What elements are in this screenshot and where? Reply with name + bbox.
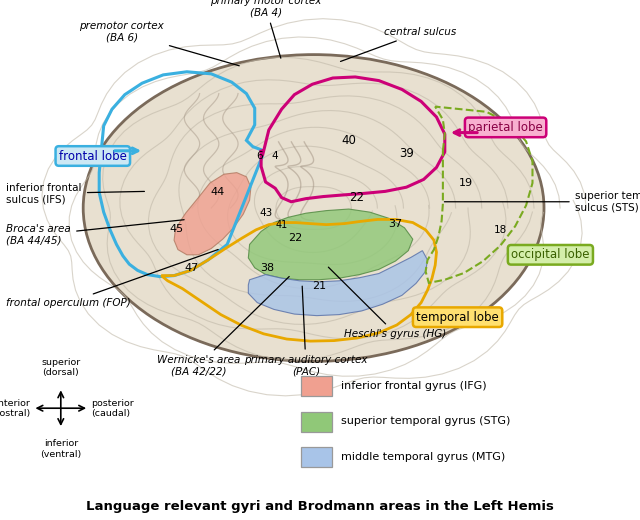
FancyBboxPatch shape: [301, 376, 332, 396]
Text: 38: 38: [260, 263, 275, 273]
Text: superior temporal gyrus (STG): superior temporal gyrus (STG): [341, 416, 511, 426]
Text: inferior
(ventral): inferior (ventral): [40, 439, 81, 459]
Text: occipital lobe: occipital lobe: [511, 249, 589, 261]
Text: 4: 4: [272, 151, 278, 161]
FancyBboxPatch shape: [301, 447, 332, 467]
Text: 21: 21: [312, 281, 326, 291]
Text: 41: 41: [275, 219, 288, 230]
Text: superior
(dorsal): superior (dorsal): [41, 358, 81, 377]
Text: 6: 6: [256, 151, 262, 161]
Text: primary auditory cortex
(PAC): primary auditory cortex (PAC): [244, 286, 367, 376]
Polygon shape: [174, 173, 251, 255]
Text: Wernicke's area
(BA 42/22): Wernicke's area (BA 42/22): [157, 277, 289, 376]
Ellipse shape: [83, 55, 544, 361]
FancyBboxPatch shape: [301, 412, 332, 432]
Text: inferior frontal gyrus (IFG): inferior frontal gyrus (IFG): [341, 381, 487, 391]
Text: 22: 22: [289, 233, 303, 243]
Text: 43: 43: [259, 208, 272, 218]
Polygon shape: [248, 209, 413, 280]
Text: 17: 17: [518, 255, 531, 265]
Polygon shape: [248, 251, 428, 316]
Text: 40: 40: [341, 134, 356, 147]
Text: 18: 18: [494, 225, 507, 235]
Text: central sulcus: central sulcus: [340, 27, 456, 61]
Text: superior temporal
sulcus (STS): superior temporal sulcus (STS): [444, 191, 640, 213]
Text: 19: 19: [459, 178, 473, 188]
Text: 37: 37: [388, 218, 403, 229]
Text: parietal lobe: parietal lobe: [468, 121, 543, 134]
Text: anterior
(rostral): anterior (rostral): [0, 398, 31, 418]
Text: Broca's area
(BA 44/45): Broca's area (BA 44/45): [6, 220, 184, 246]
Text: premotor cortex
(BA 6): premotor cortex (BA 6): [79, 21, 239, 66]
Text: 22: 22: [349, 191, 365, 204]
Text: 44: 44: [211, 187, 225, 198]
Text: posterior
(caudal): posterior (caudal): [91, 398, 134, 418]
Text: Heschl's gyrus (HG): Heschl's gyrus (HG): [328, 267, 447, 339]
Text: 39: 39: [399, 147, 414, 160]
Text: primary motor cortex
(BA 4): primary motor cortex (BA 4): [210, 0, 321, 58]
Text: frontal operculum (FOP): frontal operculum (FOP): [6, 250, 218, 308]
Text: frontal lobe: frontal lobe: [59, 150, 127, 162]
Text: 47: 47: [185, 263, 199, 273]
Text: inferior frontal
sulcus (IFS): inferior frontal sulcus (IFS): [6, 183, 145, 204]
Text: 45: 45: [169, 224, 183, 234]
Text: temporal lobe: temporal lobe: [416, 310, 499, 323]
Text: Language relevant gyri and Brodmann areas in the Left Hemis: Language relevant gyri and Brodmann area…: [86, 500, 554, 513]
Text: middle temporal gyrus (MTG): middle temporal gyrus (MTG): [341, 451, 506, 462]
